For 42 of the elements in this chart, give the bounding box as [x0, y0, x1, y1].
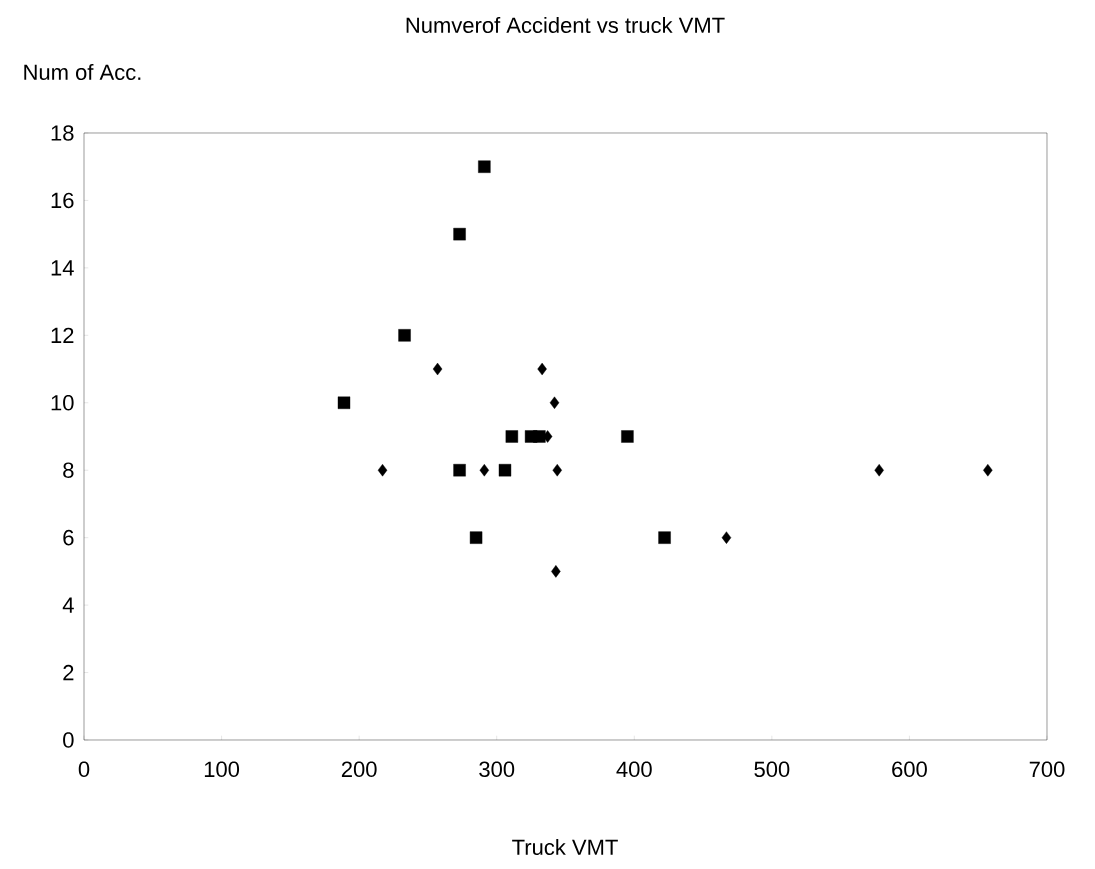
x-tick-label: 200: [341, 761, 377, 778]
point: [453, 464, 466, 477]
y-tick-label: 14: [51, 260, 74, 276]
y-tick-label: 16: [51, 192, 74, 209]
point: [498, 464, 512, 477]
point: [537, 362, 547, 376]
point: [453, 227, 466, 241]
point: [505, 430, 519, 443]
y-tick-label: 18: [51, 125, 74, 141]
point: [551, 565, 561, 578]
point: [533, 430, 546, 443]
x-tick-label: 0: [78, 761, 90, 778]
point: [621, 430, 634, 443]
point: [552, 464, 562, 477]
point: [479, 464, 490, 477]
x-tick-label: 300: [479, 761, 515, 778]
x-tick-label: 400: [616, 761, 652, 778]
y-tick-label: 4: [62, 597, 74, 613]
point: [398, 329, 411, 342]
x-axis-title: Truck VMT: [512, 838, 618, 856]
x-tick-label: 500: [754, 761, 790, 778]
point: [432, 362, 443, 376]
x-tick-label: 700: [1029, 761, 1065, 778]
point: [983, 464, 993, 477]
x-tick-label: 600: [892, 761, 927, 778]
y-axis-title: Num of Acc.: [24, 63, 141, 81]
point: [874, 464, 884, 477]
y-tick-label: 10: [51, 394, 74, 411]
point: [377, 464, 388, 477]
point: [469, 531, 483, 544]
point: [337, 396, 351, 409]
x-tick-label: 100: [204, 761, 240, 778]
point: [721, 531, 732, 544]
point: [658, 531, 671, 544]
y-tick-label: 12: [51, 327, 74, 343]
point: [478, 160, 491, 173]
point: [549, 396, 560, 409]
y-tick-label: 0: [63, 732, 74, 748]
chart-title: Numverof Accident vs truck VMT: [406, 16, 725, 34]
y-tick-label: 2: [63, 664, 74, 681]
y-tick-label: 6: [63, 529, 74, 546]
y-tick-label: 8: [63, 462, 74, 478]
